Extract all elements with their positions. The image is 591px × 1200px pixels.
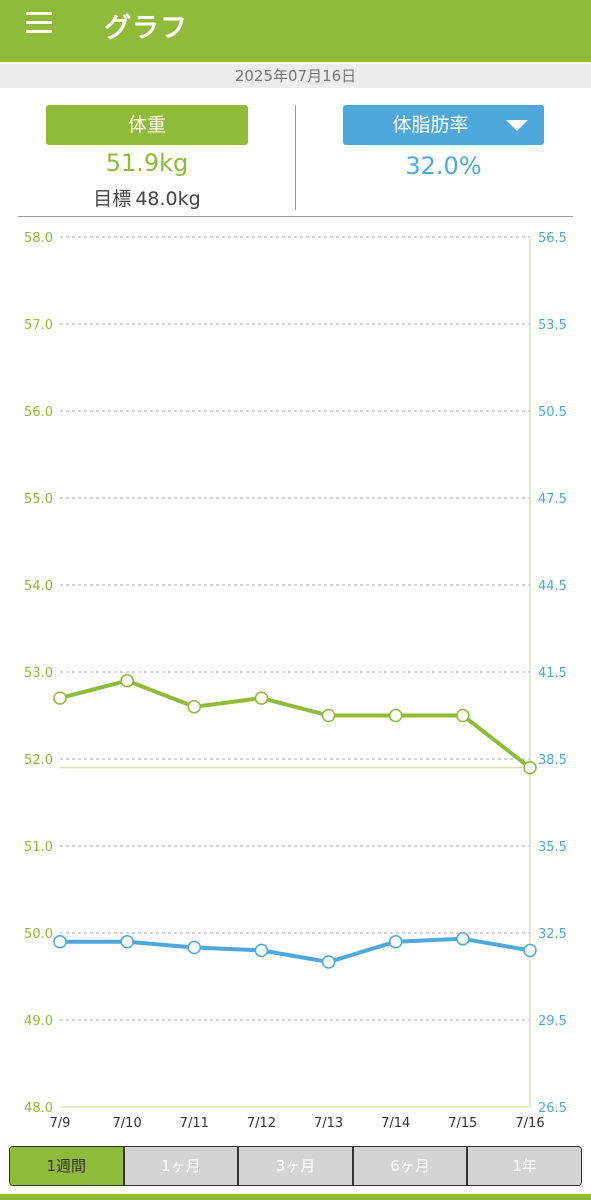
body-fat-dropdown[interactable]: 体脂肪率 xyxy=(343,105,544,145)
y-right-tick-label: 44.5 xyxy=(538,579,567,594)
y-left-tick-label: 58.0 xyxy=(24,231,53,246)
y-left-tick-label: 55.0 xyxy=(24,492,53,507)
weight-data-point xyxy=(388,708,403,723)
caret-down-icon xyxy=(506,120,528,131)
section-divider xyxy=(18,216,573,217)
weight-data-point xyxy=(254,691,269,705)
body-fat-series-line xyxy=(58,936,532,964)
body-fat-data-point xyxy=(456,932,470,946)
y-left-tick-label: 54.0 xyxy=(24,579,53,594)
x-tick-label: 7/14 xyxy=(381,1116,410,1131)
summary-panel: 体重 51.9kg 目標 48.0kg 体脂肪率 32.0% xyxy=(0,88,591,216)
y-right-tick-label: 35.5 xyxy=(538,840,567,855)
body-fat-data-point xyxy=(321,955,336,969)
body-fat-data-point xyxy=(388,934,403,949)
date-label: 2025年07月16日 xyxy=(0,64,591,88)
weight-data-point xyxy=(187,700,202,714)
y-right-tick-label: 47.5 xyxy=(538,492,567,507)
y-left-tick-label: 50.0 xyxy=(24,927,53,942)
y-left-tick-label: 57.0 xyxy=(24,318,53,333)
weight-data-point xyxy=(120,673,134,688)
y-right-tick-label: 53.5 xyxy=(538,318,567,333)
hamburger-menu-icon[interactable] xyxy=(24,12,54,36)
y-right-tick-label: 26.5 xyxy=(538,1101,567,1116)
weight-data-point xyxy=(321,708,336,723)
weight-data-point xyxy=(523,760,537,775)
x-tick-label: 7/15 xyxy=(448,1116,477,1131)
x-tick-label: 7/12 xyxy=(247,1116,276,1131)
tab-3-months[interactable]: 3ヶ月 xyxy=(237,1147,352,1185)
x-tick-label: 7/16 xyxy=(515,1116,544,1131)
y-right-tick-label: 56.5 xyxy=(538,231,567,246)
tab-1-year[interactable]: 1年 xyxy=(466,1147,581,1185)
page-title: グラフ xyxy=(104,13,188,44)
bottom-strip xyxy=(0,1194,591,1200)
weight-series-line xyxy=(58,678,532,770)
weight-value: 51.9kg xyxy=(105,149,189,177)
y-right-tick-label: 50.5 xyxy=(538,405,567,420)
weight-data-point xyxy=(456,708,470,723)
body-fat-data-point xyxy=(120,934,134,949)
body-fat-data-point xyxy=(187,940,202,955)
y-right-tick-label: 38.5 xyxy=(538,753,567,768)
goal-value: 48.0kg xyxy=(135,188,201,210)
y-left-tick-label: 52.0 xyxy=(24,753,53,768)
body-fat-data-point xyxy=(254,943,269,958)
x-tick-label: 7/9 xyxy=(50,1116,71,1131)
x-tick-label: 7/13 xyxy=(314,1116,343,1131)
weight-button[interactable]: 体重 xyxy=(46,105,248,145)
body-fat-value: 32.0% xyxy=(405,152,482,180)
tab-6-months[interactable]: 6ヶ月 xyxy=(351,1147,467,1185)
body-fat-label: 体脂肪率 xyxy=(392,114,469,136)
y-left-tick-label: 48.0 xyxy=(24,1101,53,1116)
body-fat-data-point xyxy=(523,943,537,958)
y-right-tick-label: 41.5 xyxy=(538,666,567,681)
y-left-tick-label: 51.0 xyxy=(24,840,53,855)
y-left-tick-label: 49.0 xyxy=(24,1014,53,1029)
weight-data-point xyxy=(53,691,67,705)
line-chart: 58.0 56.5 57.0 53.5 56.0 50.5 55.0 47.5 54.0 44.5… xyxy=(24,231,567,1131)
app-header: グラフ xyxy=(0,0,591,62)
body-fat-data-point xyxy=(53,934,67,949)
tab-1-month[interactable]: 1ヶ月 xyxy=(122,1147,238,1185)
y-left-tick-label: 53.0 xyxy=(24,666,53,681)
y-right-tick-label: 29.5 xyxy=(538,1014,567,1029)
y-right-tick-label: 32.5 xyxy=(538,927,567,942)
x-tick-label: 7/10 xyxy=(113,1116,142,1131)
summary-divider xyxy=(295,105,296,210)
goal-label: 目標 xyxy=(93,188,132,210)
period-tabs: 1週間 1ヶ月 3ヶ月 6ヶ月 1年 xyxy=(9,1146,582,1186)
y-left-tick-label: 56.0 xyxy=(24,405,53,420)
goal-text: 目標 48.0kg xyxy=(46,184,248,211)
x-tick-label: 7/11 xyxy=(180,1116,209,1131)
tab-1-week[interactable]: 1週間 xyxy=(10,1147,123,1185)
